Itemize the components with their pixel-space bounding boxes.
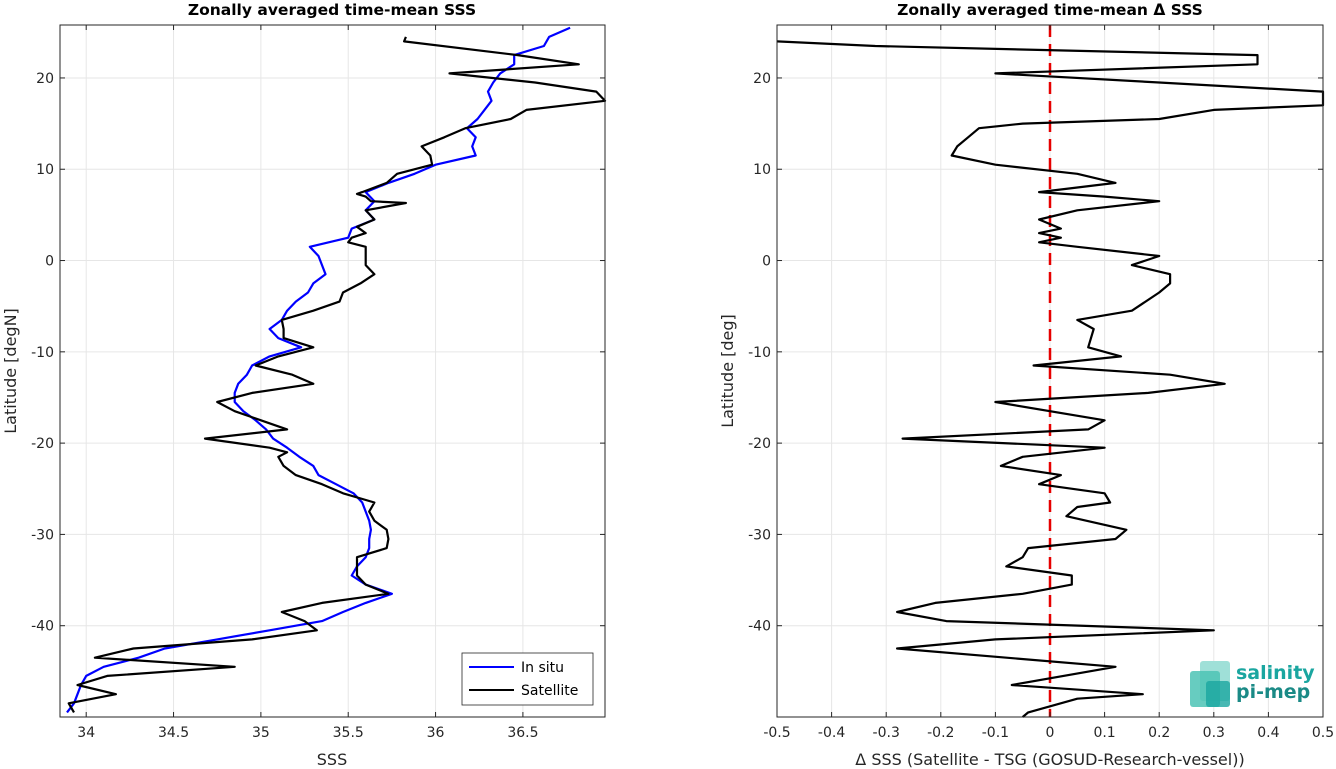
right-y-tick-label: 0 [762,254,771,270]
logo-text-salinity: salinity [1236,662,1315,684]
left-y-tick-label: -40 [31,619,54,635]
right-x-tick-label: -0.2 [927,725,954,741]
left-chart-title: Zonally averaged time-mean SSS [188,1,476,19]
logo-wave-icon [1190,661,1230,707]
right-x-tick-label: -0.1 [982,725,1009,741]
left-y-axis-label: Latitude [degN] [1,308,20,434]
left-x-tick-label: 35 [252,725,270,741]
left-x-tick-label: 34 [77,725,95,741]
left-gridlines [60,25,605,717]
left-series-in-situ [66,26,571,714]
right-x-axis-label: Δ SSS (Satellite - TSG (GOSUD-Research-v… [855,750,1244,769]
right-chart-title: Zonally averaged time-mean Δ SSS [897,1,1203,19]
salinity-pi-mep-logo: salinity pi-mep [1190,661,1315,707]
left-series-lines [66,26,607,714]
left-x-tick-label: 34.5 [158,725,189,741]
right-y-tick-label: -30 [748,527,771,543]
right-x-tick-label: 0.4 [1257,725,1279,741]
legend: In situ Satellite [461,652,594,706]
right-x-tick-label: 0.3 [1203,725,1225,741]
right-panel-delta-sss: Zonally averaged time-mean Δ SSS -0.5 -0.… [718,1,1334,769]
right-series-lines [776,40,1325,718]
right-y-tick-label: -40 [748,619,771,635]
left-x-tick-label: 36 [427,725,445,741]
right-tick-marks [776,25,1324,717]
right-y-axis-label: Latitude [deg] [718,314,737,428]
right-y-tick-label: 10 [753,162,771,178]
right-y-tick-label: -20 [748,436,771,452]
left-y-tick-label: 10 [36,162,54,178]
left-tick-labels: 34 34.5 35 35.5 36 36.5 -40 -30 -20 -10 0 10 20 [31,71,538,741]
left-x-tick-label: 35.5 [333,725,364,741]
right-x-tick-label: 0 [1046,725,1055,741]
left-y-tick-label: -30 [31,527,54,543]
left-series-satellite [67,36,607,713]
right-x-tick-label: -0.5 [763,725,790,741]
right-tick-labels: -0.5 -0.4 -0.3 -0.2 -0.1 0 0.1 0.2 0.3 0.4 0.5 -40 -… [748,71,1334,741]
right-y-tick-label: 20 [753,71,771,87]
legend-label-in-situ: In situ [521,660,564,676]
right-x-tick-label: -0.3 [873,725,900,741]
left-y-tick-label: 20 [36,71,54,87]
legend-label-satellite: Satellite [521,683,578,699]
left-panel-sss-profile: Zonally averaged time-mean SSS 34 34.5 35 3… [1,1,607,769]
left-y-tick-label: -10 [31,345,54,361]
right-x-tick-label: 0.2 [1148,725,1170,741]
legend-box [461,652,594,706]
right-x-tick-label: 0.5 [1312,725,1334,741]
logo-text-pi-mep: pi-mep [1236,681,1310,703]
right-x-tick-label: -0.4 [818,725,845,741]
right-gridlines [776,25,1324,717]
left-x-axis-label: SSS [317,750,347,769]
left-y-tick-label: -20 [31,436,54,452]
right-series-delta-sss [776,40,1325,718]
left-axes-box [59,24,606,718]
left-tick-marks [60,25,605,717]
left-y-tick-label: 0 [45,254,54,270]
right-y-tick-label: -10 [748,345,771,361]
left-x-tick-label: 36.5 [507,725,538,741]
right-x-tick-label: 0.1 [1093,725,1115,741]
